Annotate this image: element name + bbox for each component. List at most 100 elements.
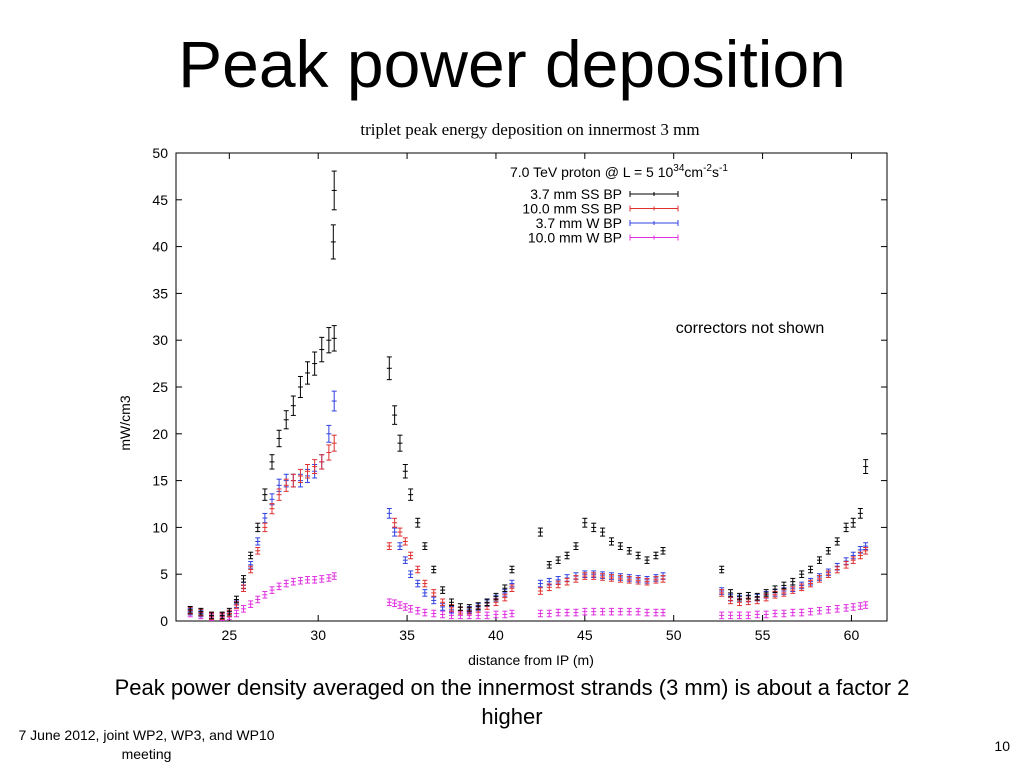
data-point [276,488,282,501]
data-point [408,605,414,613]
data-point [834,537,840,546]
data-point [415,606,421,615]
data-point [555,608,561,617]
data-point [305,576,311,584]
data-point [431,609,437,618]
data-point [466,604,472,612]
data-point [591,522,597,533]
y-tick-label: 0 [160,613,168,629]
caption: Peak power density averaged on the inner… [60,674,964,731]
data-point [573,542,579,550]
annotation-correctors: correctors not shown [676,320,825,337]
data-point [825,570,831,578]
y-axis-label: mW/cm3 [117,395,133,450]
data-point [386,598,392,607]
data-point [799,583,805,592]
data-point [825,605,831,614]
series-3-7-mm-ss-bp [187,170,869,620]
data-point [781,609,787,618]
data-point [392,599,398,607]
data-point [537,609,543,618]
data-point [422,542,428,550]
caption-line-1: Peak power density averaged on the inner… [114,675,910,700]
data-point [326,327,332,354]
data-point [509,584,515,593]
y-tick-label: 10 [152,519,168,535]
data-point [781,581,787,590]
data-point [431,589,437,597]
data-point [255,595,261,604]
page-number: 10 [994,738,1010,754]
data-point [248,565,254,574]
data-point [808,607,814,616]
data-marks [187,170,869,622]
data-point [397,601,403,609]
data-point [305,464,311,479]
x-tick-label: 35 [399,627,415,643]
data-point [475,602,481,610]
data-point [617,542,623,550]
data-point [198,607,204,616]
data-point [537,527,543,537]
data-point [262,591,268,599]
data-point [233,595,239,604]
data-point [319,336,325,363]
legend-swatch [629,191,679,197]
data-point [386,542,392,550]
data-point [834,565,840,574]
data-point [573,608,579,617]
legend-label: 3.7 mm W BP [536,215,622,231]
data-point [440,598,446,607]
data-point [582,517,588,528]
data-point [402,464,408,479]
data-point [564,551,570,560]
data-point [233,609,239,618]
data-point [241,575,247,583]
footer-line-2: meeting [121,745,172,762]
data-point [653,576,659,584]
y-tick-label: 45 [152,192,168,208]
data-point [502,584,508,593]
data-point [719,565,725,574]
data-point [644,608,650,617]
x-axis-label: distance from IP (m) [468,652,594,668]
data-point [816,606,822,615]
data-point [255,537,261,546]
data-point [283,478,289,492]
data-point [241,605,247,613]
data-point [402,556,408,564]
x-tick-label: 30 [310,627,326,643]
data-point [449,598,455,607]
legend-label: 3.7 mm SS BP [530,186,622,202]
data-point [386,508,392,519]
data-point [502,610,508,619]
data-point [326,574,332,582]
data-point [653,608,659,617]
data-point [319,575,325,583]
data-point [745,591,751,600]
data-point [209,611,215,620]
data-point [555,556,561,564]
data-point [728,589,734,597]
data-point [431,565,437,574]
data-point [392,517,398,528]
x-tick-label: 50 [666,627,682,643]
data-point [564,577,570,586]
data-point [331,572,337,580]
data-point [319,454,325,470]
y-tick-label: 25 [152,379,168,395]
data-point [808,579,814,588]
data-point [397,434,403,452]
data-point [799,570,805,578]
data-point [850,517,856,528]
data-point [843,561,849,569]
data-point [582,572,588,580]
y-tick-label: 15 [152,473,168,489]
data-point [600,607,606,616]
data-point [262,522,268,533]
data-point [790,608,796,617]
data-point [719,611,725,620]
legend-swatch [629,205,679,212]
axes: 25 30 35 40 45 50 55 60 0 5 10 15 20 25 30 35 40 45 50 [152,145,888,643]
x-tick-label: 55 [755,627,771,643]
